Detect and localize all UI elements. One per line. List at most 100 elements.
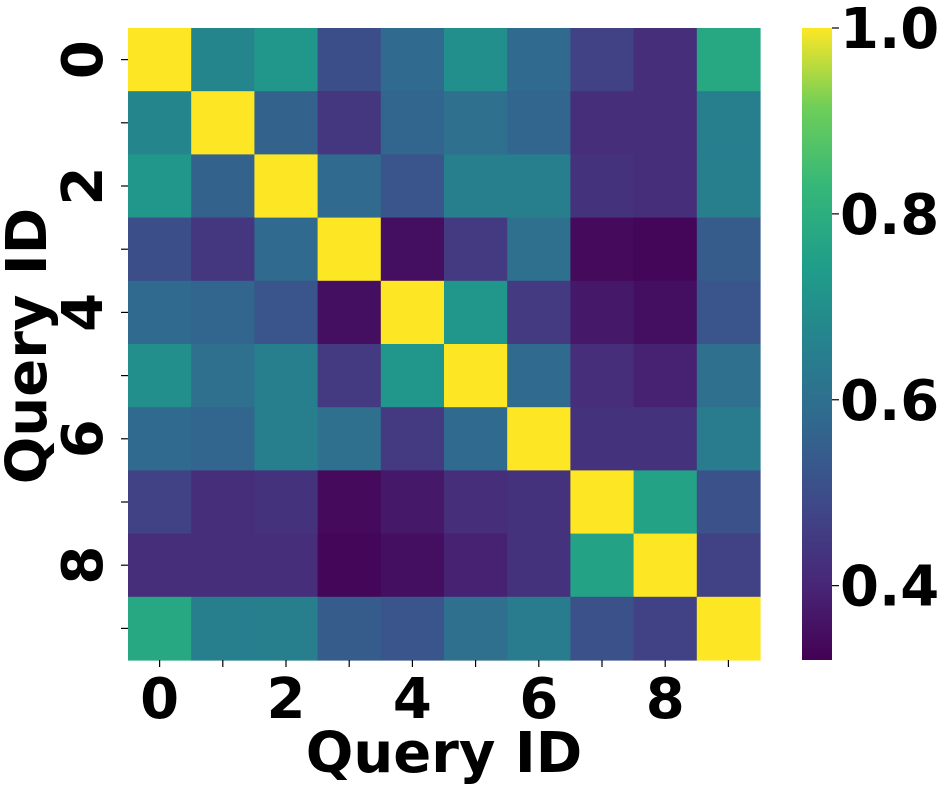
heatmap-cell-2-8: [633, 154, 698, 219]
heatmap-cell-5-0: [128, 344, 192, 408]
heatmap-cell-7-0: [128, 470, 192, 535]
x-axis-ticks: 0 2 4 6 8: [140, 660, 730, 732]
heatmap-cell-8-6: [507, 533, 571, 598]
y-tick-label: 4: [51, 293, 116, 332]
heatmap-cell-5-7: [570, 344, 635, 408]
heatmap-cell-0-9: [696, 28, 761, 92]
heatmap-cell-3-7: [570, 217, 635, 282]
colorbar-tick-label: 0.8: [840, 183, 939, 248]
heatmap-cell-6-4: [380, 407, 445, 471]
heatmap-cell-1-4: [380, 91, 445, 155]
heatmap-cell-9-3: [317, 596, 382, 661]
heatmap-cell-0-7: [570, 28, 635, 92]
y-tick-label: 6: [51, 419, 116, 458]
heatmap-cell-4-4: [380, 280, 445, 345]
x-tick-label: 2: [267, 667, 306, 732]
heatmap-cell-2-7: [570, 154, 635, 219]
y-axis-label: Query ID: [0, 208, 60, 484]
heatmap-cell-4-1: [191, 280, 255, 345]
heatmap-cell-0-6: [507, 28, 571, 92]
heatmap-cell-9-1: [191, 596, 255, 661]
colorbar-tick-label: 1.0: [840, 0, 939, 62]
heatmap-cell-5-5: [444, 344, 508, 408]
heatmap-cell-8-8: [633, 533, 698, 598]
heatmap-cell-2-2: [254, 154, 319, 219]
heatmap-cell-5-4: [380, 344, 445, 408]
y-tick-label: 0: [51, 40, 116, 79]
x-tick-label: 4: [393, 667, 432, 732]
heatmap-cell-8-3: [317, 533, 382, 598]
x-tick-label: 6: [519, 667, 558, 732]
y-axis-ticks: 0 2 4 6 8: [51, 40, 128, 630]
heatmap-cell-9-6: [507, 596, 571, 661]
heatmap-cell-2-1: [191, 154, 255, 219]
heatmap-cell-1-2: [254, 91, 319, 155]
heatmap-cell-7-4: [380, 470, 445, 535]
heatmap-cell-5-9: [696, 344, 761, 408]
heatmap-cell-1-7: [570, 91, 635, 155]
heatmap-cell-0-1: [191, 28, 255, 92]
heatmap-cell-5-2: [254, 344, 319, 408]
y-tick-label: 2: [51, 167, 116, 206]
heatmap-cell-8-4: [380, 533, 445, 598]
heatmap-cell-7-5: [444, 470, 508, 535]
heatmap-cell-2-6: [507, 154, 571, 219]
heatmap-cell-3-2: [254, 217, 319, 282]
heatmap-cell-7-6: [507, 470, 571, 535]
heatmap-cell-5-8: [633, 344, 698, 408]
heatmap-cell-8-1: [191, 533, 255, 598]
heatmap-cell-8-0: [128, 533, 192, 598]
heatmap-cell-4-5: [444, 280, 508, 345]
heatmap-cell-9-2: [254, 596, 319, 661]
x-tick-label: 8: [646, 667, 685, 732]
heatmap-cell-3-0: [128, 217, 192, 282]
heatmap-cell-9-8: [633, 596, 698, 661]
colorbar-ticks: 0.4 0.6 0.8 1.0: [832, 0, 939, 620]
heatmap-cell-4-7: [570, 280, 635, 345]
heatmap-cell-8-7: [570, 533, 635, 598]
heatmap-cell-2-4: [380, 154, 445, 219]
heatmap-cell-4-8: [633, 280, 698, 345]
y-tick-label: 8: [51, 546, 116, 585]
heatmap-cell-6-6: [507, 407, 571, 471]
heatmap-cell-1-1: [191, 91, 255, 155]
colorbar: 0.4 0.6 0.8 1.0: [802, 0, 939, 660]
heatmap-cell-1-8: [633, 91, 698, 155]
heatmap-cell-9-5: [444, 596, 508, 661]
heatmap-cell-6-1: [191, 407, 255, 471]
heatmap-cell-1-3: [317, 91, 382, 155]
heatmap-cell-6-9: [696, 407, 761, 471]
heatmap-cell-9-7: [570, 596, 635, 661]
heatmap-cell-3-9: [696, 217, 761, 282]
heatmap-cell-2-3: [317, 154, 382, 219]
heatmap-cell-2-5: [444, 154, 508, 219]
heatmap-cell-4-0: [128, 280, 192, 345]
heatmap-cell-3-3: [317, 217, 382, 282]
heatmap-cell-7-2: [254, 470, 319, 535]
heatmap-cell-1-6: [507, 91, 571, 155]
heatmap-cell-9-4: [380, 596, 445, 661]
heatmap-cell-4-6: [507, 280, 571, 345]
heatmap-cell-0-5: [444, 28, 508, 92]
heatmap-cell-7-9: [696, 470, 761, 535]
heatmap-cell-0-8: [633, 28, 698, 92]
colorbar-tick-label: 0.4: [840, 555, 939, 620]
heatmap-cell-8-9: [696, 533, 761, 598]
heatmap-cell-3-6: [507, 217, 571, 282]
heatmap-cell-4-3: [317, 280, 382, 345]
heatmap-cell-5-1: [191, 344, 255, 408]
colorbar-gradient: [802, 28, 832, 660]
heatmap-cell-4-9: [696, 280, 761, 345]
heatmap-cell-7-1: [191, 470, 255, 535]
heatmap-cell-6-7: [570, 407, 635, 471]
heatmap-cell-3-8: [633, 217, 698, 282]
heatmap-cell-5-6: [507, 344, 571, 408]
heatmap-cell-7-7: [570, 470, 635, 535]
heatmap-cell-9-0: [128, 596, 192, 661]
heatmap-cell-8-5: [444, 533, 508, 598]
heatmap-cell-6-8: [633, 407, 698, 471]
heatmap-cell-0-2: [254, 28, 319, 92]
heatmap-cell-6-5: [444, 407, 508, 471]
heatmap-cell-2-0: [128, 154, 192, 219]
colorbar-tick-label: 0.6: [840, 369, 939, 434]
